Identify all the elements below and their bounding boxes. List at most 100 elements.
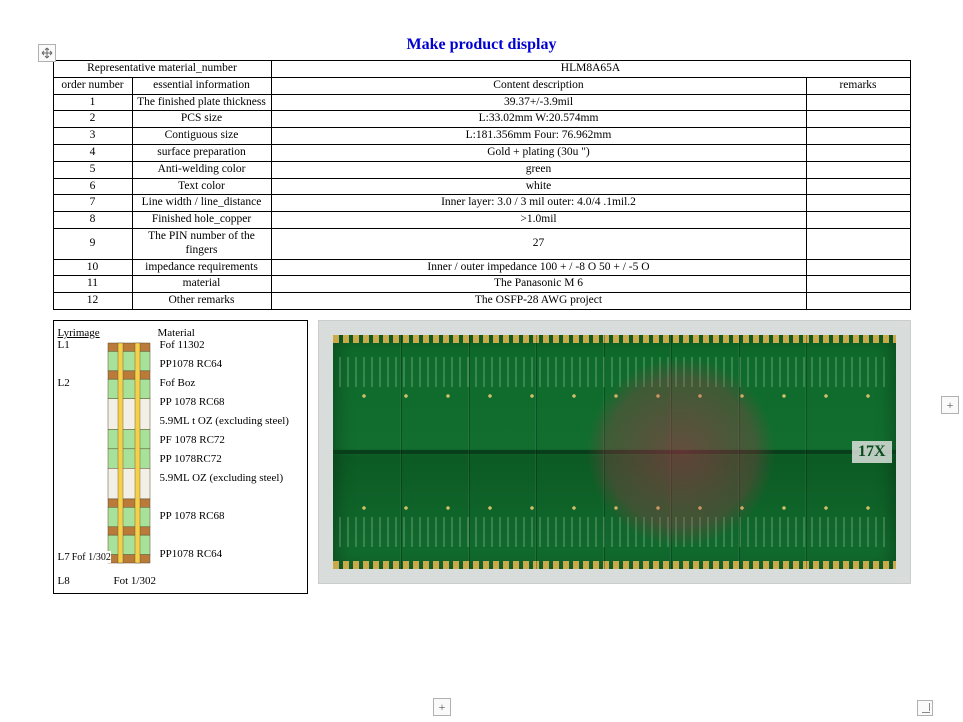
cell-desc: The Panasonic M 6: [271, 276, 806, 293]
cell-desc: Inner / outer impedance 100 + / -8 O 50 …: [271, 259, 806, 276]
material-entry: Fof Boz: [160, 377, 303, 396]
table-resize-handle[interactable]: [917, 700, 933, 716]
material-entry: PP1078 RC64: [160, 358, 303, 377]
table-row: 6Text colorwhite: [53, 178, 910, 195]
table-row: 8Finished hole_copper>1.0mil: [53, 212, 910, 229]
table-row: 3Contiguous sizeL:181.356mm Four: 76.962…: [53, 128, 910, 145]
cell-label: impedance requirements: [132, 259, 271, 276]
stack-hdr-mat: Material: [158, 327, 303, 339]
table-row: 7Line width / line_distanceInner layer: …: [53, 195, 910, 212]
table-add-column-button[interactable]: +: [941, 396, 959, 414]
board-label-17x: 17X: [852, 441, 892, 463]
cell-rem: [806, 128, 910, 145]
stack-hdr-image: image: [73, 327, 100, 339]
cell-desc: L:33.02mm W:20.574mm: [271, 111, 806, 128]
cell-desc: Inner layer: 3.0 / 3 mil outer: 4.0/4 .1…: [271, 195, 806, 212]
cell-desc: green: [271, 161, 806, 178]
cell-desc: L:181.356mm Four: 76.962mm: [271, 128, 806, 145]
col-order: order number: [53, 77, 132, 94]
material-entry: [160, 529, 303, 548]
cell-label: PCS size: [132, 111, 271, 128]
cell-label: Contiguous size: [132, 128, 271, 145]
layer-label: [58, 491, 100, 510]
cell-order: 10: [53, 259, 132, 276]
layer-label: [58, 434, 100, 453]
layer-label: [58, 453, 100, 472]
cell-desc: Gold + plating (30u "): [271, 144, 806, 161]
table-row: 2PCS sizeL:33.02mm W:20.574mm: [53, 111, 910, 128]
layer-l8: L8: [58, 575, 70, 587]
table-row: 9The PIN number of the fingers27: [53, 228, 910, 259]
cell-label: Line width / line_distance: [132, 195, 271, 212]
cell-rem: [806, 161, 910, 178]
cell-rem: [806, 259, 910, 276]
cell-order: 3: [53, 128, 132, 145]
material-entry: [160, 491, 303, 510]
cell-desc: >1.0mil: [271, 212, 806, 229]
col-info: essential information: [132, 77, 271, 94]
cell-rem: [806, 178, 910, 195]
cell-rem: [806, 111, 910, 128]
material-entry: 5.9ML OZ (excluding steel): [160, 472, 303, 491]
cell-label: Finished hole_copper: [132, 212, 271, 229]
cell-label: Text color: [132, 178, 271, 195]
stackup-svg: [100, 339, 158, 567]
cell-order: 9: [53, 228, 132, 259]
layer-l7-extra: Fof 1/302: [72, 552, 111, 563]
cell-desc: 27: [271, 228, 806, 259]
cell-label: The PIN number of the fingers: [132, 228, 271, 259]
table-row: 10impedance requirementsInner / outer im…: [53, 259, 910, 276]
rep-num-label: Representative material_number: [53, 61, 271, 78]
cell-desc: 39.37+/-3.9mil: [271, 94, 806, 111]
cell-rem: [806, 276, 910, 293]
cell-order: 5: [53, 161, 132, 178]
cell-order: 8: [53, 212, 132, 229]
layer-label: [58, 415, 100, 434]
watermark-circle: [586, 357, 776, 547]
table-row: 1The finished plate thickness39.37+/-3.9…: [53, 94, 910, 111]
layer-label: [58, 529, 100, 548]
material-entry: PP 1078RC72: [160, 453, 303, 472]
cell-rem: [806, 228, 910, 259]
col-desc: Content description: [271, 77, 806, 94]
layer-label: [58, 396, 100, 415]
cell-rem: [806, 293, 910, 310]
table-add-row-button[interactable]: +: [433, 698, 451, 716]
cell-order: 6: [53, 178, 132, 195]
table-row: 4surface preparationGold + plating (30u …: [53, 144, 910, 161]
table-move-handle[interactable]: [38, 44, 56, 62]
material-entry: PP1078 RC64: [160, 548, 303, 567]
stackup-diagram: Lyrimage Material L1L2 Fof 11302PP1078 R…: [53, 320, 308, 594]
layer-l8-fot: Fot 1/302: [114, 575, 156, 587]
page-title: Make product display: [30, 36, 933, 54]
layer-l7: L7: [58, 551, 70, 563]
material-entry: 5.9ML t OZ (excluding steel): [160, 415, 303, 434]
table-row: 11materialThe Panasonic M 6: [53, 276, 910, 293]
cell-rem: [806, 144, 910, 161]
stack-hdr-lyr: Lyr: [58, 327, 73, 339]
cell-desc: The OSFP-28 AWG project: [271, 293, 806, 310]
layer-label: L2: [58, 377, 100, 396]
material-entry: PP 1078 RC68: [160, 396, 303, 415]
rep-num-value: HLM8A65A: [271, 61, 910, 78]
material-entry: PF 1078 RC72: [160, 434, 303, 453]
table-row: 12Other remarksThe OSFP-28 AWG project: [53, 293, 910, 310]
col-rem: remarks: [806, 77, 910, 94]
layer-label: [58, 510, 100, 529]
cell-rem: [806, 212, 910, 229]
cell-label: Other remarks: [132, 293, 271, 310]
layer-label: [58, 472, 100, 491]
layer-label: L1: [58, 339, 100, 358]
cell-label: material: [132, 276, 271, 293]
cell-order: 1: [53, 94, 132, 111]
cell-order: 2: [53, 111, 132, 128]
cell-label: surface preparation: [132, 144, 271, 161]
pcb-photo: 17X: [318, 320, 911, 584]
cell-order: 11: [53, 276, 132, 293]
cell-order: 7: [53, 195, 132, 212]
material-entry: PP 1078 RC68: [160, 510, 303, 529]
cell-order: 4: [53, 144, 132, 161]
pcb-board: [333, 335, 896, 569]
spec-table: Representative material_number HLM8A65A …: [53, 60, 911, 310]
layer-label: [58, 358, 100, 377]
